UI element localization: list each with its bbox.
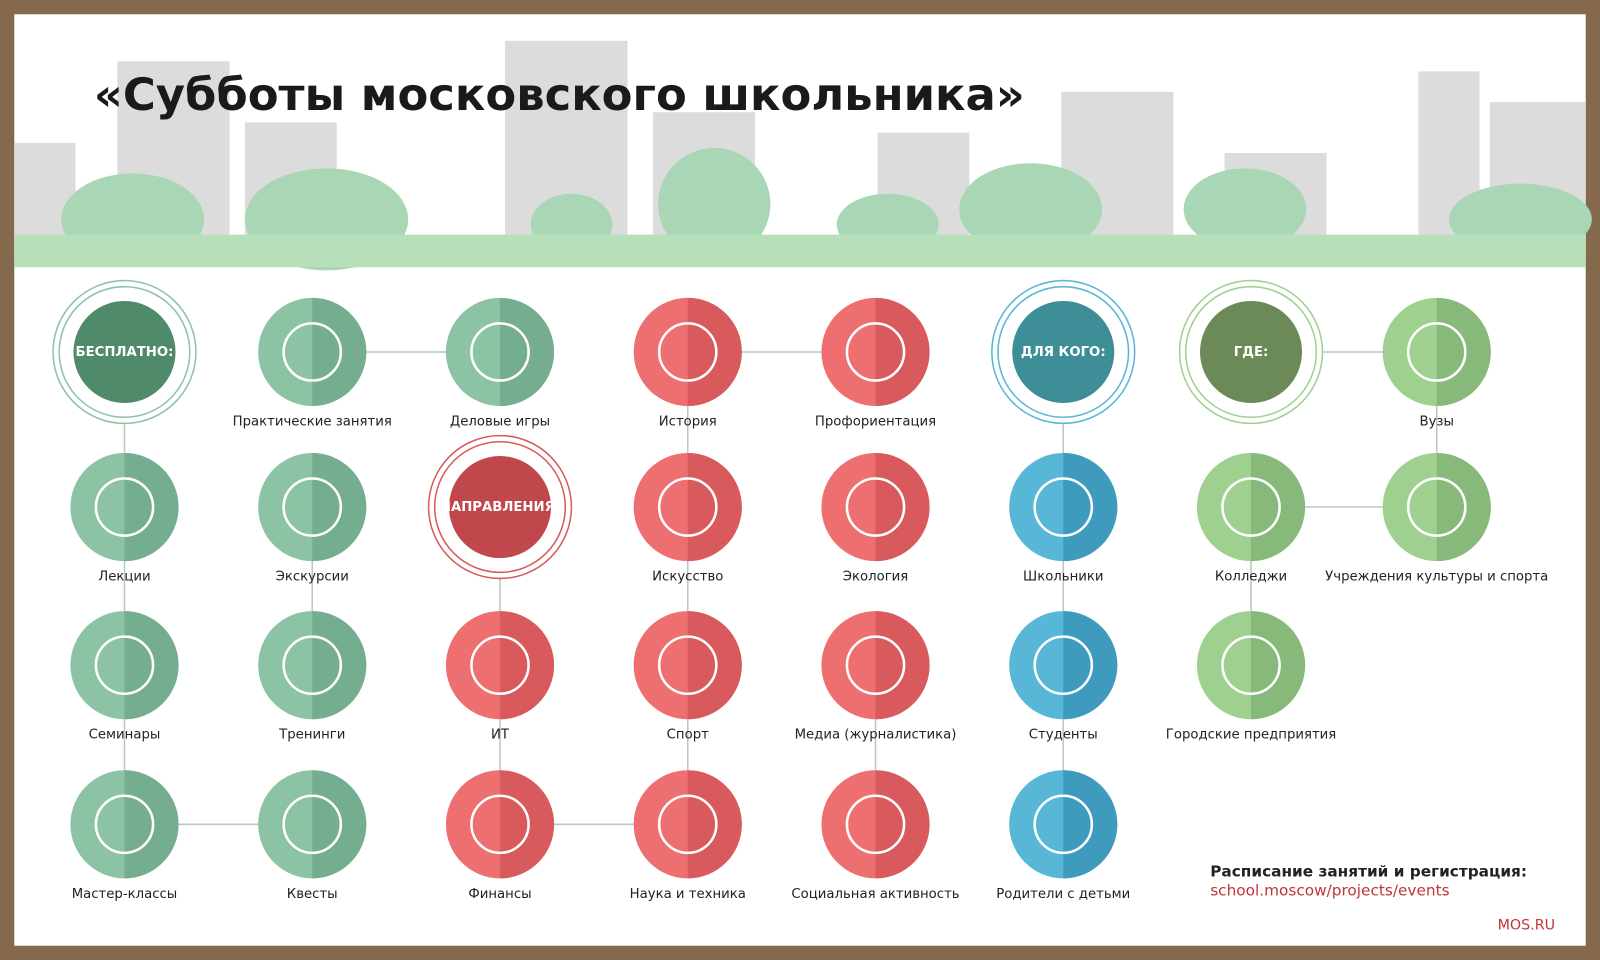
node-shade: [312, 297, 367, 407]
brand: MOS.RU: [1498, 917, 1555, 933]
node-icon: [1033, 477, 1094, 537]
node-shade: [1251, 452, 1306, 562]
node-label: Мастер-классы: [72, 887, 178, 902]
hub-ring: [997, 285, 1130, 419]
node-icon: [845, 322, 906, 382]
node-label: Спорт: [667, 728, 709, 743]
node-icon: [470, 794, 530, 855]
node-label: Учреждения культуры и спорта: [1325, 569, 1548, 584]
node-shade: [875, 611, 930, 720]
node-shade: [124, 452, 179, 562]
node-icon: [282, 322, 343, 382]
node-shade: [1063, 452, 1118, 562]
node-icon: [282, 635, 343, 696]
node-icon: [657, 322, 718, 382]
hub-label: ДЛЯ КОГО:: [1021, 345, 1106, 360]
node-shade: [875, 770, 930, 879]
node-icon: [282, 794, 343, 855]
node-icon: [657, 477, 718, 537]
node-label: Городские предприятия: [1166, 728, 1337, 743]
node-icon: [845, 477, 906, 537]
node-label: Финансы: [468, 887, 531, 902]
node-icon: [470, 635, 530, 696]
node-label: Экология: [843, 569, 908, 584]
node-icon: [1033, 794, 1094, 855]
node-label: История: [659, 414, 717, 429]
node-shade: [1436, 452, 1491, 562]
node-icon: [282, 477, 343, 537]
node-label: Наука и техника: [630, 887, 746, 902]
hub-ring: [1184, 285, 1318, 419]
node-icon: [1221, 635, 1281, 696]
node-label: Квесты: [287, 887, 338, 902]
node-shade: [124, 611, 179, 720]
node-icon: [1406, 322, 1467, 382]
node-shade: [875, 297, 930, 407]
title: «Субботы московского школьника»: [94, 68, 1025, 121]
hub-label: ГДЕ:: [1234, 345, 1269, 360]
node-label: Колледжи: [1215, 569, 1287, 584]
node-icon: [657, 794, 718, 855]
node-label: ИТ: [491, 728, 510, 743]
node-label: Искусство: [652, 569, 723, 584]
node-label: Социальная активность: [791, 887, 959, 902]
node-shade: [687, 770, 742, 879]
node-shade: [875, 452, 930, 562]
ground: [14, 234, 1586, 268]
node-shade: [1063, 611, 1118, 720]
node-icon: [470, 322, 530, 382]
node-shade: [312, 770, 367, 879]
node-shade: [124, 770, 179, 879]
hub-circle: [448, 456, 552, 559]
node-label: Деловые игры: [450, 414, 550, 429]
schedule-link[interactable]: school.moscow/projects/events: [1210, 882, 1449, 900]
node-shade: [500, 297, 555, 407]
node-shade: [500, 770, 555, 879]
node-icon: [845, 635, 906, 696]
node-icon: [657, 635, 718, 696]
node-label: Лекции: [98, 569, 150, 584]
hub-label: НАПРАВЛЕНИЯ:: [440, 500, 560, 515]
node-icon: [94, 477, 155, 537]
nodes: БЕСПЛАТНО: НАПРАВЛЕНИЯ: ДЛЯ КОГО: ГДЕ: Практ…: [52, 279, 1548, 902]
hub-circle: [1012, 300, 1115, 403]
hub-circle: [73, 300, 176, 403]
node-label: Школьники: [1023, 569, 1103, 584]
node-shade: [687, 611, 742, 720]
node-icon: [1033, 635, 1094, 696]
node-icon: [1221, 477, 1281, 537]
node-label: Родители с детьми: [996, 887, 1130, 902]
node-icon: [1406, 477, 1467, 537]
hub-label: БЕСПЛАТНО:: [76, 345, 174, 360]
node-icon: [94, 635, 155, 696]
hub-ring: [58, 285, 191, 419]
schedule-label: Расписание занятий и регистрация:: [1210, 862, 1527, 880]
hub-circle: [1200, 300, 1303, 403]
node-shade: [312, 452, 367, 562]
node-shade: [1063, 770, 1118, 879]
hub-ring: [433, 440, 567, 574]
node-label: Практические занятия: [233, 414, 392, 429]
node-label: Экскурсии: [276, 569, 349, 584]
node-shade: [1436, 297, 1491, 407]
node-shade: [687, 452, 742, 562]
node-label: Семинары: [89, 728, 161, 743]
node-label: Медиа (журналистика): [795, 728, 957, 743]
node-label: Вузы: [1420, 414, 1454, 429]
node-shade: [312, 611, 367, 720]
node-shade: [1251, 611, 1306, 720]
node-shade: [500, 611, 555, 720]
node-icon: [94, 794, 155, 855]
node-label: Тренинги: [278, 728, 345, 743]
node-shade: [687, 297, 742, 407]
node-label: Профориентация: [815, 414, 936, 429]
node-label: Студенты: [1029, 728, 1098, 743]
node-icon: [845, 794, 906, 855]
